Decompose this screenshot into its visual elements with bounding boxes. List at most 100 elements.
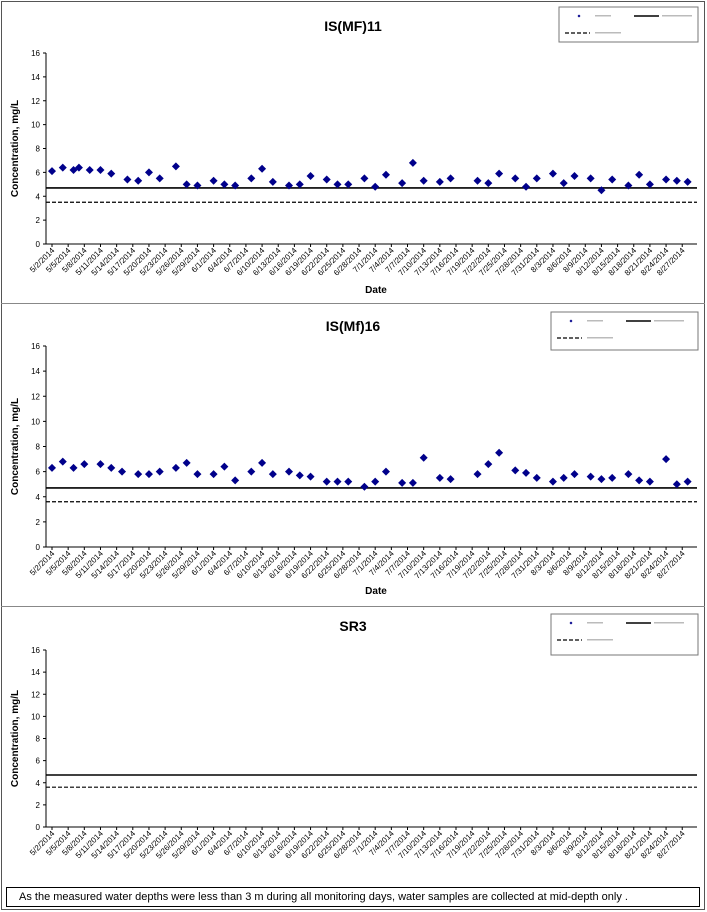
data-point [495,448,504,457]
data-point [645,477,654,486]
y-tick-label: 4 [36,192,41,201]
legend-text-dashed [595,32,621,34]
y-tick-label: 2 [36,518,41,527]
data-point [398,179,407,188]
data-point [683,477,692,486]
x-axis-label: Date [365,285,387,296]
y-tick-label: 16 [31,49,40,58]
data-point [435,177,444,186]
data-point [672,176,681,185]
data-point [624,181,633,190]
data-point [48,463,56,472]
data-point [398,478,407,487]
data-point [96,460,105,469]
legend-box [550,311,699,351]
legend-text-data [587,622,603,624]
y-tick-label: 12 [31,690,40,699]
y-tick-label: 14 [31,367,40,376]
legend-marker-data [577,14,581,18]
y-tick-label: 8 [36,443,41,452]
data-point [268,177,277,186]
data-point [322,477,331,486]
y-tick-label: 0 [36,543,41,552]
data-point [408,478,417,487]
data-point [182,180,191,189]
y-tick-label: 2 [36,216,41,225]
data-point [285,467,294,476]
legend-text-data [595,15,611,17]
data-point [118,467,127,476]
data-point [381,170,390,179]
data-point [344,477,353,486]
legend-text-solid [654,320,684,322]
y-tick-label: 6 [36,757,41,766]
data-point [258,458,267,467]
data-point [74,163,83,172]
chart-panel-3: SR3 Concentration, mg/L 0 2 4 6 8 10 12 14 16 5/2/2… [1,607,705,885]
y-tick-label: 12 [31,392,40,401]
data-point [473,176,482,185]
data-point [559,473,568,482]
data-point [144,168,153,177]
y-tick-label: 16 [31,342,40,351]
y-tick-label: 6 [36,168,41,177]
data-point [597,186,606,195]
data-point [69,463,78,472]
legend-box [550,613,699,656]
data-point [473,470,482,479]
y-tick-label: 8 [36,145,41,154]
legend-text-solid [654,622,684,624]
data-point [381,467,390,476]
data-point [220,462,229,471]
data-point [446,475,455,484]
data-point [511,174,520,183]
data-point [608,175,617,184]
data-point [107,169,116,178]
data-point [645,180,654,189]
y-tick-label: 4 [36,493,41,502]
data-point [435,473,444,482]
data-point [532,473,541,482]
data-point [333,180,342,189]
x-axis-label: Date [365,586,387,597]
data-point [559,179,568,188]
data-point [495,169,504,178]
data-point [570,171,579,180]
data-point [209,470,218,479]
y-axis-label: Concentration, mg/L [10,690,21,787]
data-point [662,455,671,464]
data-point [306,171,315,180]
data-point [155,467,164,476]
data-point [209,176,218,185]
data-point [107,463,116,472]
y-tick-label: 10 [31,712,40,721]
data-point [58,457,67,466]
data-point [333,477,342,486]
data-point [371,182,380,191]
y-axis-label: Concentration, mg/L [10,398,21,495]
data-point [532,174,541,183]
data-point [171,463,180,472]
y-tick-label: 10 [31,121,40,130]
data-point [511,466,520,475]
data-point [306,472,315,481]
data-point [231,476,240,485]
data-point [247,467,256,476]
data-point [608,473,617,482]
chart-1: IS(MF)11 Concentration, mg/L 0 2 4 6 8 10 12 14 16… [10,6,699,296]
data-point [624,470,633,479]
data-point [597,475,606,484]
y-tick-label: 14 [31,73,40,82]
legend-box [558,6,699,43]
data-point [662,175,671,184]
data-point [182,458,191,467]
data-point [586,174,595,183]
data-point [683,177,692,186]
data-point [85,165,94,174]
data-point [171,162,180,171]
data-point [295,180,304,189]
legend-text-data [587,320,603,322]
data-point [96,165,105,174]
